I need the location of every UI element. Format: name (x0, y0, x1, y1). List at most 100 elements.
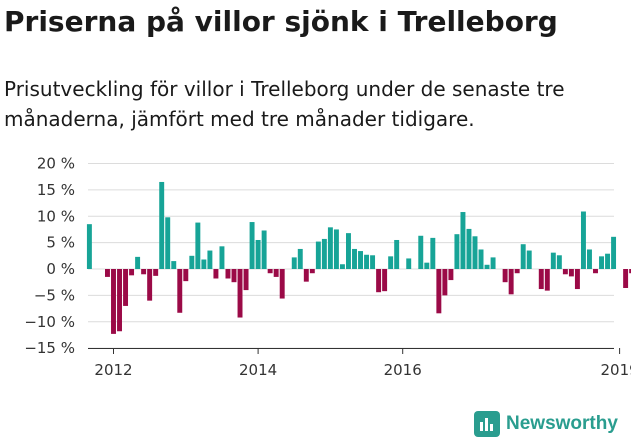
newsworthy-logo-text: Newsworthy (506, 413, 618, 434)
bar (255, 239, 261, 269)
bar (442, 269, 448, 296)
bar (388, 256, 394, 269)
bar (544, 269, 550, 291)
bar (593, 269, 598, 274)
bar (189, 255, 195, 269)
bar (153, 269, 159, 276)
bar (520, 244, 526, 269)
bar (201, 259, 207, 269)
bar (165, 217, 171, 269)
bar (183, 269, 189, 282)
bar (538, 269, 544, 290)
bar (147, 269, 153, 301)
bar (448, 269, 454, 281)
bar (333, 229, 339, 269)
bar (508, 269, 514, 295)
bar (111, 269, 116, 334)
bar (394, 239, 400, 269)
bar (346, 233, 351, 269)
bar (327, 227, 333, 269)
y-tick-label: 0 % (46, 260, 75, 278)
bar (478, 249, 484, 269)
bar (430, 237, 436, 269)
bar (159, 181, 165, 269)
bar (237, 269, 243, 318)
y-tick-label: 10 % (37, 207, 75, 225)
bar (207, 250, 213, 269)
bar (297, 248, 303, 269)
bar (556, 255, 562, 269)
bar (466, 228, 472, 269)
bar (219, 246, 225, 269)
y-tick-label: 20 % (37, 155, 75, 173)
bar (550, 252, 556, 269)
bar (117, 269, 122, 332)
bar (424, 262, 430, 269)
bar (418, 235, 424, 269)
y-axis-ticks: 20 % 15 % 10 % 5 % 0 % −5 % −10 % −15 % (24, 155, 75, 358)
bar (436, 269, 442, 314)
bar (171, 261, 177, 269)
bar (243, 269, 249, 291)
bar (502, 269, 508, 283)
x-tick-label: 2014 (239, 361, 277, 379)
price-change-bar-chart: 20 % 15 % 10 % 5 % 0 % −5 % −10 % −15 % 2012 201… (24, 155, 631, 379)
y-tick-label: 15 % (37, 181, 75, 199)
bar (382, 269, 388, 292)
y-tick-label: −15 % (24, 339, 75, 357)
bar (376, 269, 382, 293)
bar (177, 269, 183, 313)
bar (339, 264, 345, 269)
bar (472, 236, 478, 269)
bar (490, 257, 496, 269)
bar (225, 269, 231, 279)
x-tick-label: 2019 (601, 361, 631, 379)
bar (629, 269, 631, 274)
bar (267, 269, 273, 274)
chart-subtitle: Prisutveckling för villor i Trelleborg u… (4, 77, 565, 131)
x-axis: 2012201420162019202120232025 (88, 348, 631, 379)
chart-title: Priserna på villor sjönk i Trelleborg (4, 5, 558, 38)
bar (599, 256, 604, 269)
bar (358, 251, 363, 269)
bar (86, 224, 92, 269)
bar (249, 222, 255, 269)
bar (352, 248, 357, 269)
bar (279, 269, 285, 299)
bar (273, 269, 279, 277)
y-tick-label: −5 % (34, 286, 75, 304)
bar (261, 230, 267, 269)
x-tick-label: 2016 (384, 361, 422, 379)
bar (364, 254, 370, 269)
bar (213, 269, 219, 279)
bar (135, 256, 141, 269)
bar (303, 269, 309, 282)
bar (291, 257, 297, 269)
bar (129, 269, 135, 276)
bar (315, 241, 321, 269)
bar (587, 249, 592, 269)
bar (526, 250, 532, 269)
bar (514, 269, 520, 274)
bar (309, 269, 315, 274)
bar (141, 269, 147, 275)
bar (611, 236, 617, 269)
bar (195, 222, 201, 269)
bar (370, 255, 376, 269)
bars (86, 181, 631, 334)
bar (484, 264, 490, 269)
bar (562, 269, 568, 275)
bar (460, 212, 466, 269)
bar (231, 269, 237, 283)
bar (123, 269, 129, 306)
bar (321, 238, 327, 269)
bar (105, 269, 110, 277)
bar (605, 253, 611, 269)
x-tick-label: 2012 (94, 361, 132, 379)
bar (454, 234, 460, 269)
bar (580, 211, 586, 269)
bar (406, 258, 412, 269)
newsworthy-logo-icon (474, 411, 500, 437)
bar (568, 269, 574, 277)
bar (623, 269, 629, 288)
